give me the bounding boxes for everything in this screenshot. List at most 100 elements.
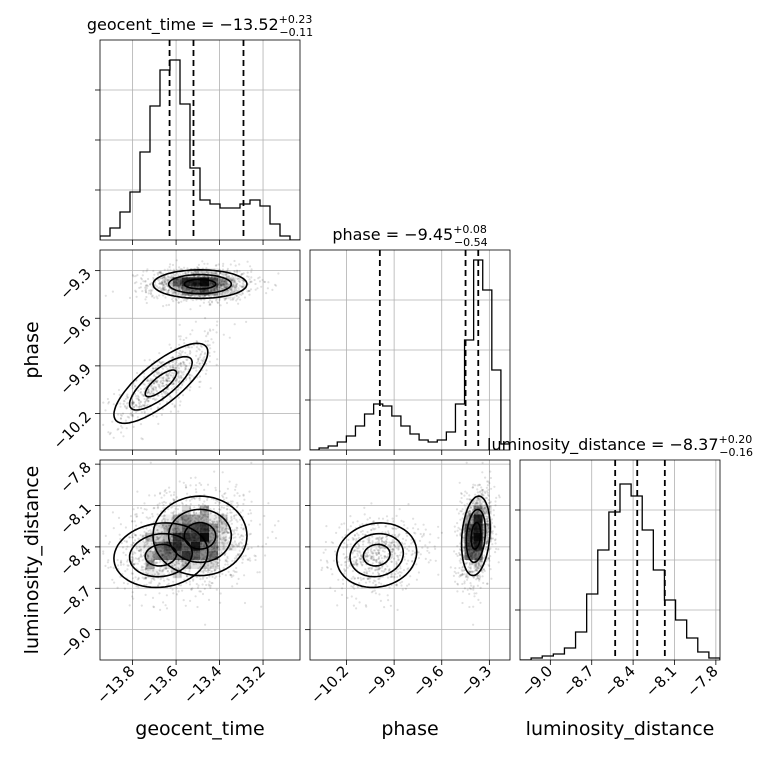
sample-point: [146, 378, 149, 381]
sample-point: [162, 289, 165, 292]
sample-point: [188, 349, 192, 353]
sample-point: [118, 393, 121, 396]
sample-point: [240, 534, 243, 538]
sample-point: [144, 402, 147, 405]
sample-point: [188, 580, 191, 583]
title-phase: phase = −9.45+0.08 −0.54: [332, 223, 487, 249]
sample-point: [474, 493, 477, 496]
sample-point: [183, 266, 186, 269]
sample-point: [223, 547, 226, 550]
sample-point: [210, 272, 213, 275]
sample-point: [152, 389, 155, 392]
sample-point: [174, 287, 177, 290]
sample-point: [233, 517, 236, 520]
sample-point: [225, 282, 228, 285]
sample-point: [210, 338, 213, 341]
sample-point: [241, 561, 244, 564]
sample-point: [143, 577, 146, 580]
sample-point: [455, 552, 458, 556]
sample-point: [160, 392, 163, 396]
sample-point: [230, 288, 233, 291]
sample-point: [201, 516, 204, 519]
sample-point: [226, 519, 229, 522]
sample-point: [166, 275, 169, 278]
sample-point: [218, 286, 221, 290]
sample-point: [497, 548, 500, 551]
sample-point: [156, 406, 159, 409]
sample-point: [488, 564, 491, 568]
sample-point: [192, 511, 195, 515]
contours: [113, 268, 248, 425]
sample-point: [198, 348, 201, 351]
sample-point: [149, 379, 152, 382]
sample-point: [223, 531, 226, 534]
sample-point: [222, 280, 225, 283]
sample-point: [216, 561, 219, 565]
sample-point: [172, 493, 175, 496]
sample-point: [120, 431, 123, 434]
sample-point: [116, 586, 119, 589]
sample-point: [242, 285, 245, 288]
sample-point: [212, 328, 215, 331]
sample-point: [242, 535, 245, 538]
sample-point: [173, 491, 176, 494]
sample-point: [235, 505, 239, 508]
sample-point: [198, 590, 201, 593]
sample-point: [189, 519, 192, 522]
sample-point: [232, 277, 235, 280]
sample-point: [125, 427, 128, 430]
sample-point: [220, 522, 223, 525]
sample-point: [208, 302, 211, 305]
sample-point: [136, 562, 139, 565]
sample-point: [135, 513, 138, 516]
sample-point: [236, 297, 239, 301]
sample-point: [224, 523, 228, 526]
sample-point: [180, 287, 183, 290]
sample-point: [196, 270, 199, 273]
sample-point: [180, 516, 183, 519]
sample-point: [191, 294, 194, 297]
sample-point: [161, 553, 164, 556]
sample-point: [189, 333, 192, 336]
sample-point: [215, 286, 218, 289]
sample-point: [159, 362, 162, 365]
sample-point: [208, 360, 211, 363]
sample-point: [224, 560, 227, 563]
sample-point: [203, 500, 206, 503]
sample-point: [150, 389, 153, 392]
sample-point: [147, 292, 150, 295]
sample-point: [201, 270, 204, 273]
sample-point: [180, 376, 183, 379]
density-cell: [218, 523, 228, 533]
density-cell: [218, 532, 228, 542]
sample-point: [145, 284, 148, 287]
sample-point: [224, 280, 227, 283]
sample-point: [135, 524, 138, 527]
sample-point: [197, 295, 200, 298]
sample-point: [204, 372, 207, 375]
sample-point: [177, 335, 181, 338]
sample-point: [235, 284, 238, 287]
sample-point: [230, 518, 233, 522]
sample-point: [155, 398, 158, 401]
sample-point: [167, 388, 170, 391]
sample-point: [193, 364, 196, 367]
sample-point: [234, 264, 237, 267]
sample-point: [153, 397, 156, 400]
sample-point: [153, 385, 156, 388]
sample-point: [213, 569, 216, 572]
sample-point: [149, 385, 152, 388]
sample-point: [136, 515, 139, 518]
sample-point: [119, 402, 122, 405]
sample-point: [480, 486, 483, 489]
sample-point: [175, 389, 178, 392]
sample-point: [215, 561, 218, 564]
contour-line: [128, 355, 194, 411]
sample-point: [204, 340, 207, 343]
sample-point: [151, 512, 154, 516]
sample-point: [241, 538, 244, 541]
sample-point: [201, 503, 204, 506]
sample-point: [185, 365, 188, 368]
sample-point: [234, 485, 237, 488]
sample-point: [224, 492, 227, 495]
